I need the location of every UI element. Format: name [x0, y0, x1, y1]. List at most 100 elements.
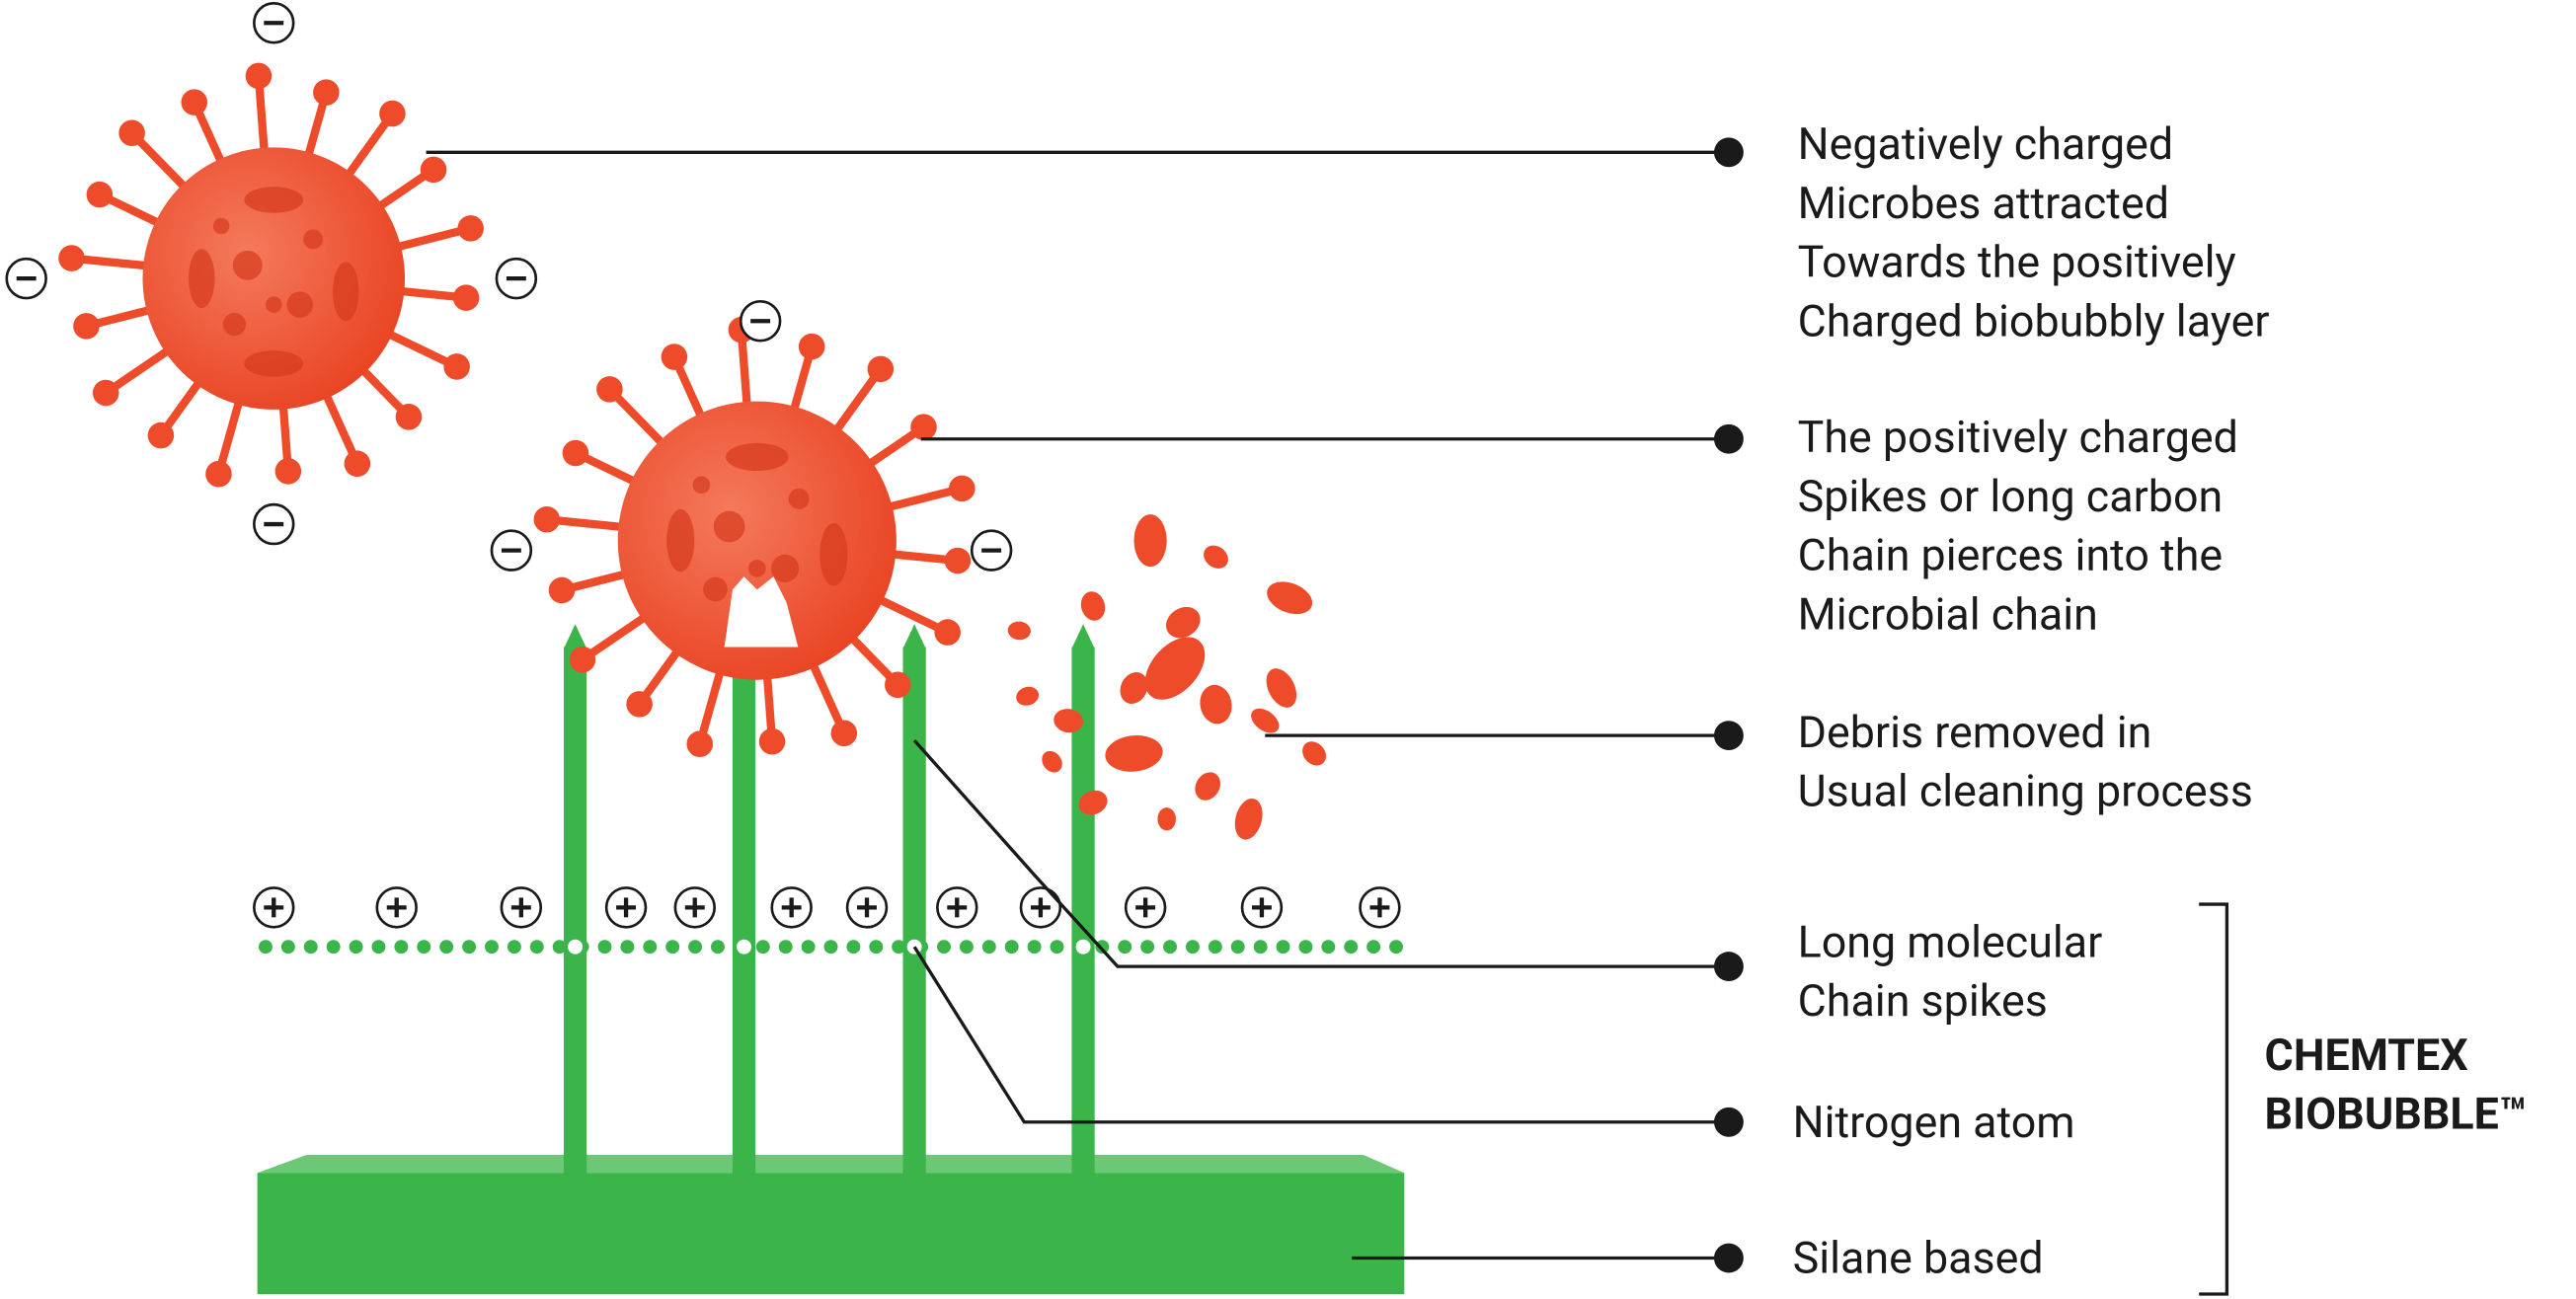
virus-spot	[820, 523, 848, 586]
virus-spike	[826, 366, 885, 442]
virus-spike	[737, 329, 752, 417]
charge-icon	[739, 300, 782, 343]
virus-spot	[713, 510, 745, 543]
virus	[533, 316, 976, 757]
spike-head	[420, 156, 447, 184]
spike-head	[58, 245, 85, 271]
virus-spot	[770, 554, 800, 582]
debris	[1157, 807, 1176, 831]
charge-icon	[500, 886, 543, 929]
layer-dot	[755, 940, 770, 955]
charge-icon	[495, 257, 538, 300]
dot	[1713, 1243, 1744, 1273]
spike-head	[798, 333, 825, 360]
spike-head	[457, 215, 484, 242]
layer-dot	[981, 940, 996, 955]
spike-head	[944, 547, 972, 574]
chain-spike	[902, 647, 926, 1175]
layer-dot	[937, 940, 951, 955]
virus-spot	[232, 250, 263, 280]
layer-dot	[349, 940, 363, 955]
virus-spot	[286, 291, 314, 318]
spike-head	[758, 727, 786, 755]
leader-line	[912, 738, 1729, 968]
spike-head	[934, 619, 961, 646]
virus-spike	[318, 384, 361, 466]
charge-icon	[375, 886, 418, 929]
virus-spike	[378, 326, 459, 371]
layer-dot	[711, 940, 725, 955]
layer-dot	[1050, 940, 1064, 955]
virus-spike	[254, 75, 270, 162]
label-line: Long molecular	[1798, 915, 2103, 967]
layer-dot	[1027, 940, 1042, 955]
layer-dot	[1366, 940, 1381, 955]
label-line: Towards the positively	[1798, 236, 2236, 288]
charge-icon	[1124, 886, 1167, 929]
layer-dot	[258, 940, 273, 955]
pierce-mark	[724, 576, 799, 648]
virus-spot	[244, 187, 304, 213]
layer-dot	[1321, 940, 1336, 955]
spike-head	[867, 355, 895, 383]
layer-dot	[892, 940, 906, 955]
brand-line: CHEMTEX	[2265, 1029, 2468, 1081]
dot	[1713, 952, 1744, 982]
virus-spot	[212, 217, 230, 235]
debris	[1054, 709, 1083, 733]
debris	[1200, 684, 1232, 725]
chain-spike	[732, 647, 756, 1175]
debris	[1195, 772, 1220, 801]
charge-icon	[604, 886, 648, 929]
layer-dot	[1140, 940, 1155, 955]
charge-icon	[253, 502, 295, 546]
virus-spike	[868, 591, 950, 637]
illustration	[5, 1, 1405, 1295]
spike-head	[569, 646, 596, 673]
charge-icon	[770, 886, 813, 929]
layer-dot	[1276, 940, 1290, 955]
layer-dot	[507, 940, 521, 955]
virus-spot	[703, 576, 728, 602]
debris	[1144, 637, 1206, 700]
layer-dot	[1389, 940, 1403, 955]
debris	[1251, 708, 1280, 733]
layer-dot	[1344, 940, 1359, 955]
virus-body	[142, 147, 406, 410]
spike-head	[533, 505, 561, 533]
spike-head	[86, 181, 114, 208]
bracket	[2199, 902, 2229, 1296]
layer-dot	[485, 940, 499, 955]
spike-head	[147, 421, 175, 449]
layer-dot	[620, 940, 635, 955]
nitrogen-atom	[568, 939, 584, 955]
layer-dot	[1208, 940, 1222, 955]
spike-head	[910, 414, 937, 440]
debris	[1165, 606, 1201, 639]
virus-spike	[606, 386, 673, 454]
virus-spot	[726, 442, 789, 472]
charge-icon	[490, 529, 533, 572]
spike-head	[626, 691, 653, 718]
layer-dot	[643, 940, 658, 955]
spike-head	[379, 100, 406, 127]
charge-icon	[5, 257, 47, 300]
layer-dot	[439, 940, 454, 955]
leader-line	[912, 946, 1729, 1124]
spike-head	[181, 89, 208, 115]
debris	[1078, 790, 1108, 815]
layer-dot	[869, 940, 884, 955]
layer-dot	[1298, 940, 1313, 955]
label-line: Nitrogen atom	[1793, 1096, 2075, 1148]
spike-head	[274, 458, 302, 485]
charge-icon	[253, 886, 295, 929]
spike-head	[344, 450, 371, 477]
virus-spot	[788, 488, 810, 509]
spike-head	[73, 313, 100, 340]
debris	[1266, 668, 1297, 708]
charge-icon	[1019, 886, 1062, 929]
chain-spike	[563, 647, 587, 1175]
layer-dot	[1230, 940, 1245, 955]
